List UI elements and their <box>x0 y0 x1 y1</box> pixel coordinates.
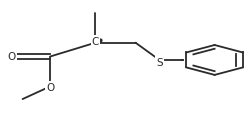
Text: C: C <box>91 37 99 47</box>
Text: S: S <box>156 57 162 67</box>
Text: O: O <box>46 82 54 92</box>
Text: O: O <box>8 52 16 62</box>
